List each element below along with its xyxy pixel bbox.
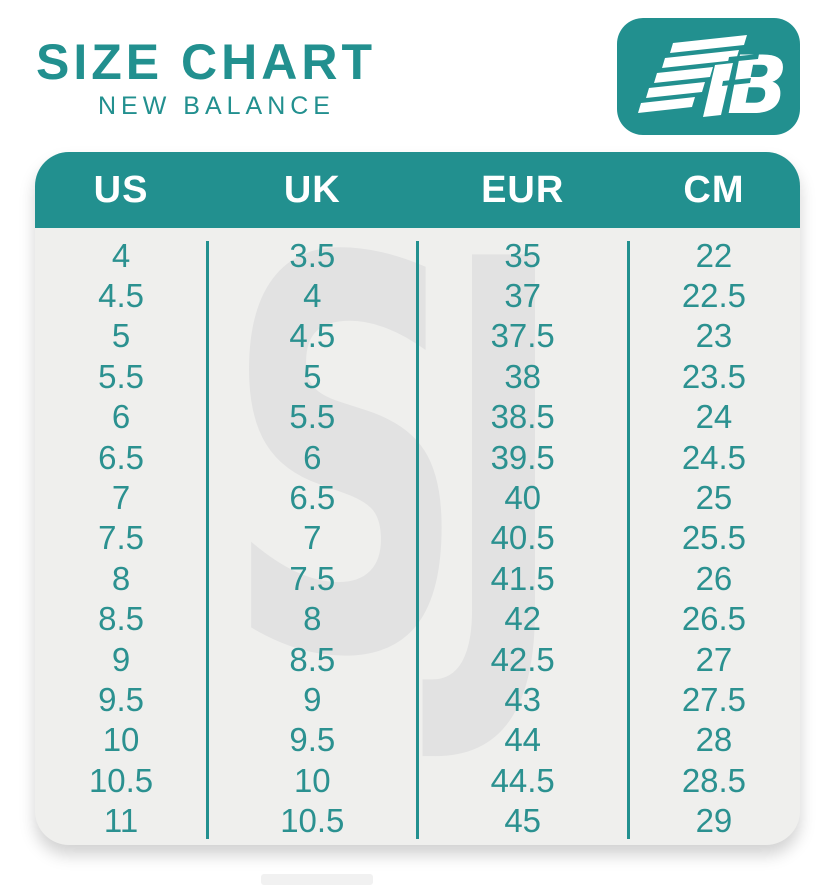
- size-cell: 3.5: [289, 236, 336, 274]
- table-row: 10.5 10 44.5 28.5: [35, 760, 800, 800]
- column-divider: [416, 241, 419, 839]
- size-cell: 7.5: [98, 519, 144, 557]
- size-cell: 10.5: [280, 802, 345, 840]
- size-cell: 22: [695, 236, 733, 274]
- size-cell: 7: [111, 479, 131, 517]
- table-row: 5 4.5 37.5 23: [35, 316, 800, 356]
- size-cell: 22.5: [681, 277, 747, 315]
- table-row: 11 10.5 45 29: [35, 800, 800, 840]
- table-header: US UK EUR CM: [35, 152, 800, 228]
- size-cell: 4.5: [289, 317, 336, 355]
- table-row: 6 5.5 38.5 24: [35, 397, 800, 437]
- size-cell: 25: [695, 479, 733, 517]
- size-cell: 29: [695, 802, 733, 840]
- table-row: 9 8.5 42.5 27: [35, 639, 800, 679]
- new-balance-logo-icon: B: [637, 34, 785, 125]
- size-cell: 7: [303, 519, 322, 557]
- size-cell: 9.5: [289, 721, 336, 759]
- size-cell: 43: [504, 680, 542, 718]
- table-row: 6.5 6 39.5 24.5: [35, 437, 800, 477]
- size-cell: 26: [695, 559, 733, 597]
- size-cell: 28: [695, 721, 733, 759]
- table-row: 9.5 9 43 27.5: [35, 679, 800, 719]
- size-cell: 24.5: [681, 438, 747, 476]
- size-cell: 40.5: [490, 519, 555, 557]
- size-cell: 27.5: [681, 680, 747, 718]
- size-cell: 45: [504, 802, 542, 840]
- column-header-cm: CM: [683, 168, 745, 211]
- size-cell: 10: [293, 761, 331, 799]
- size-cell: 44: [504, 721, 542, 759]
- size-cell: 8: [111, 559, 131, 597]
- size-cell: 4: [303, 277, 322, 315]
- size-cell: 5: [303, 357, 322, 395]
- size-cell: 41.5: [490, 559, 555, 597]
- table-row: 7 6.5 40 25: [35, 477, 800, 517]
- column-divider: [206, 241, 210, 839]
- size-cell: 10.5: [88, 761, 154, 799]
- page-title: SIZE CHART: [36, 34, 376, 90]
- size-cell: 6: [303, 438, 322, 476]
- size-cell: 10: [102, 721, 140, 759]
- size-cell: 40: [504, 479, 542, 517]
- page-subtitle: NEW BALANCE: [98, 91, 335, 120]
- size-table: SJ US UK EUR CM 4 3.5 35 22 4.5 4 37 22.5 5 4.5 37…: [35, 152, 800, 845]
- size-cell: 42: [504, 600, 542, 638]
- brand-logo-badge: B: [617, 18, 800, 135]
- size-cell: 9: [303, 680, 322, 718]
- size-cell: 6: [111, 398, 131, 436]
- size-cell: 5: [111, 317, 131, 355]
- size-cell: 42.5: [490, 640, 555, 678]
- size-cell: 5.5: [98, 357, 144, 395]
- size-cell: 4.5: [98, 277, 144, 315]
- size-cell: 23: [695, 317, 733, 355]
- size-table-rows: 4 3.5 35 22 4.5 4 37 22.5 5 4.5 37.5 23 5.5 5 38 23.5 6 5…: [35, 228, 800, 841]
- column-divider: [626, 241, 630, 839]
- size-cell: 35: [504, 236, 542, 274]
- size-cell: 44.5: [490, 761, 555, 799]
- size-cell: 27: [695, 640, 733, 678]
- size-cell: 5.5: [289, 398, 336, 436]
- size-cell: 39.5: [490, 438, 555, 476]
- title-block: SIZE CHART NEW BALANCE: [36, 36, 376, 121]
- table-row: 8.5 8 42 26.5: [35, 599, 800, 639]
- column-header-uk: UK: [283, 168, 341, 211]
- size-cell: 26.5: [681, 600, 747, 638]
- watermark-letters: SJ: [225, 152, 566, 776]
- table-row: 4.5 4 37 22.5: [35, 275, 800, 315]
- table-row: 8 7.5 41.5 26: [35, 558, 800, 598]
- table-row: 10 9.5 44 28: [35, 720, 800, 760]
- size-cell: 6.5: [98, 438, 144, 476]
- size-cell: 7.5: [289, 559, 336, 597]
- size-cell: 8: [303, 600, 322, 638]
- table-row: 7.5 7 40.5 25.5: [35, 518, 800, 558]
- table-row: 4 3.5 35 22: [35, 235, 800, 275]
- size-cell: 25.5: [681, 519, 747, 557]
- size-cell: 23.5: [681, 357, 747, 395]
- size-cell: 8.5: [289, 640, 336, 678]
- size-cell: 6.5: [289, 479, 336, 517]
- size-cell: 28.5: [681, 761, 747, 799]
- size-cell: 37.5: [490, 317, 555, 355]
- column-header-us: US: [93, 168, 149, 211]
- size-cell: 37: [504, 277, 542, 315]
- size-cell: 38: [504, 357, 542, 395]
- bottom-deco-bar: [261, 874, 373, 885]
- size-cell: 24: [695, 398, 733, 436]
- table-row: 5.5 5 38 23.5: [35, 356, 800, 396]
- size-cell: 8.5: [98, 600, 144, 638]
- size-cell: 9.5: [98, 680, 144, 718]
- size-cell: 38.5: [490, 398, 555, 436]
- column-header-eur: EUR: [481, 168, 565, 211]
- size-cell: 4: [111, 236, 131, 274]
- size-cell: 9: [111, 640, 131, 678]
- size-cell: 11: [103, 802, 139, 840]
